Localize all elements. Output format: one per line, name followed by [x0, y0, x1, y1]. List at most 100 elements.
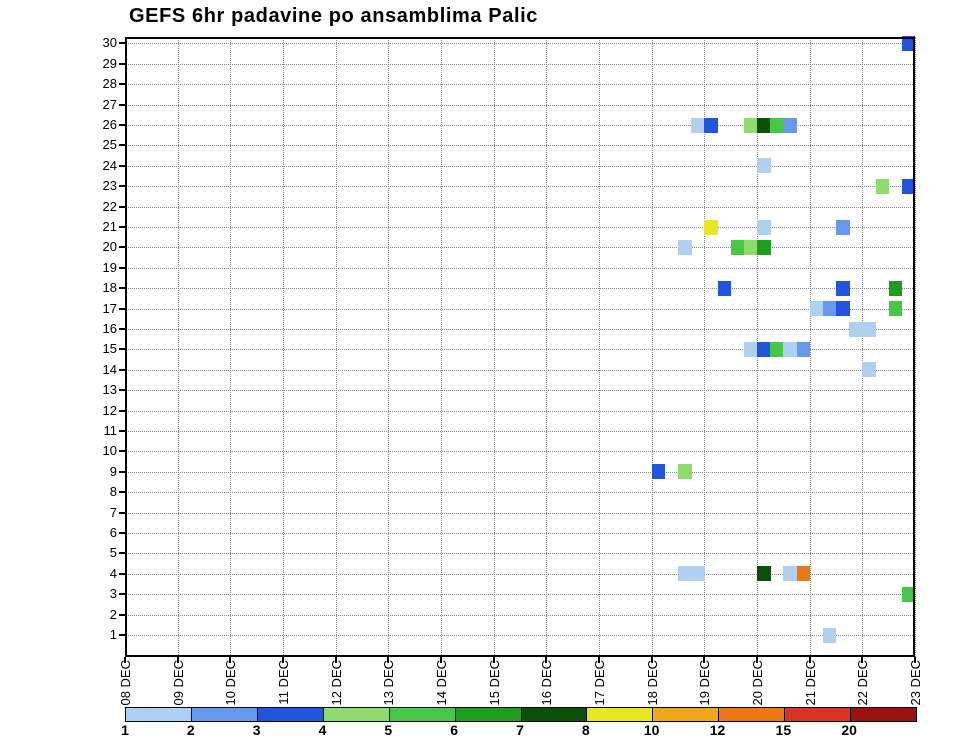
y-tick	[119, 185, 125, 188]
legend-segment	[785, 708, 852, 721]
grid-cell	[862, 362, 876, 378]
y-gridline	[125, 104, 915, 106]
legend-label: 10	[643, 722, 660, 738]
y-tick	[119, 205, 125, 208]
y-gridline	[125, 145, 915, 147]
y-axis-label: 23	[102, 178, 117, 194]
y-tick	[119, 389, 125, 392]
x-tick	[545, 657, 548, 663]
grid-cell	[704, 117, 718, 133]
x-axis-label: 09 DEC	[170, 660, 186, 706]
x-axis-label: 15 DEC	[486, 660, 502, 706]
grid-cell	[743, 239, 758, 255]
y-axis-label: 22	[102, 198, 117, 214]
y-tick	[119, 164, 125, 167]
y-axis-label: 29	[102, 55, 117, 71]
legend-segment	[126, 708, 192, 721]
grid-cell	[901, 178, 916, 194]
y-gridline	[125, 288, 915, 290]
y-axis-label: 18	[102, 280, 117, 296]
legend-label: 2	[186, 722, 195, 738]
y-tick	[119, 42, 125, 45]
legend-label: 6	[450, 722, 459, 738]
x-tick	[282, 657, 284, 663]
legend-segment	[653, 708, 720, 721]
y-gridline	[125, 533, 915, 534]
y-tick	[119, 266, 125, 269]
x-tick	[703, 657, 706, 663]
x-axis-label: 16 DEC	[539, 660, 555, 706]
y-tick	[119, 470, 125, 473]
y-tick	[119, 287, 125, 290]
grid-cell	[809, 301, 824, 317]
grid-cell	[875, 178, 890, 194]
grid-cell	[901, 586, 916, 602]
y-gridline	[125, 635, 915, 636]
y-gridline	[125, 512, 915, 514]
y-gridline	[125, 186, 915, 188]
y-gridline	[125, 573, 915, 575]
y-axis-label: 17	[102, 300, 117, 316]
grid-cell	[717, 280, 732, 296]
x-gridline	[177, 37, 179, 657]
y-axis-label: 27	[102, 96, 117, 112]
y-tick	[119, 634, 125, 636]
legend-label: 15	[775, 722, 792, 738]
x-tick	[808, 657, 811, 663]
x-axis-label: 20 DEC	[750, 660, 765, 706]
grid-cell	[796, 566, 811, 582]
y-gridline	[125, 410, 915, 412]
x-gridline	[388, 37, 390, 657]
grid-cell	[678, 239, 692, 255]
x-tick	[598, 657, 600, 663]
y-tick	[119, 491, 125, 494]
y-gridline	[125, 471, 915, 473]
grid-cell	[757, 219, 771, 235]
y-gridline	[125, 206, 915, 208]
y-gridline	[125, 125, 915, 126]
y-tick	[119, 430, 125, 432]
y-tick	[119, 226, 125, 228]
y-axis-label: 16	[102, 321, 117, 336]
grid-cell	[783, 566, 797, 582]
legend-segment	[389, 708, 456, 721]
grid-cell	[757, 117, 771, 133]
y-axis-label: 14	[102, 361, 117, 377]
y-gridline	[125, 329, 915, 330]
y-axis-label: 3	[109, 586, 117, 602]
y-tick	[119, 450, 125, 453]
grid-cell	[783, 117, 797, 133]
y-gridline	[125, 349, 915, 351]
grid-cell	[888, 301, 903, 317]
legend-label: 12	[709, 722, 726, 738]
grid-cell	[849, 321, 863, 337]
x-gridline	[230, 37, 232, 657]
x-tick	[387, 657, 390, 663]
x-gridline	[809, 37, 811, 657]
x-gridline	[441, 37, 442, 657]
y-axis-label: 12	[102, 402, 117, 418]
grid-cell	[743, 341, 758, 357]
x-tick	[756, 657, 758, 663]
legend-segment	[851, 708, 917, 721]
legend-label: 5	[384, 722, 393, 738]
y-tick	[119, 532, 125, 534]
grid-cell	[757, 566, 771, 582]
y-gridline	[125, 247, 915, 249]
x-tick	[440, 657, 442, 663]
y-axis-label: 24	[102, 157, 117, 173]
legend-segment	[587, 708, 654, 721]
x-gridline	[651, 37, 653, 657]
y-axis-label: 1	[109, 627, 117, 642]
y-tick	[119, 409, 125, 412]
legend-colorbar	[125, 707, 917, 722]
x-gridline	[493, 37, 495, 657]
legend-segment	[257, 708, 324, 721]
grid-cell	[783, 341, 797, 357]
y-gridline	[125, 431, 915, 432]
x-axis-label: 10 DEC	[223, 660, 239, 706]
y-axis-label: 6	[109, 525, 117, 540]
x-axis-label: 12 DEC	[328, 660, 344, 706]
y-tick	[119, 62, 125, 65]
y-gridline	[125, 369, 915, 371]
